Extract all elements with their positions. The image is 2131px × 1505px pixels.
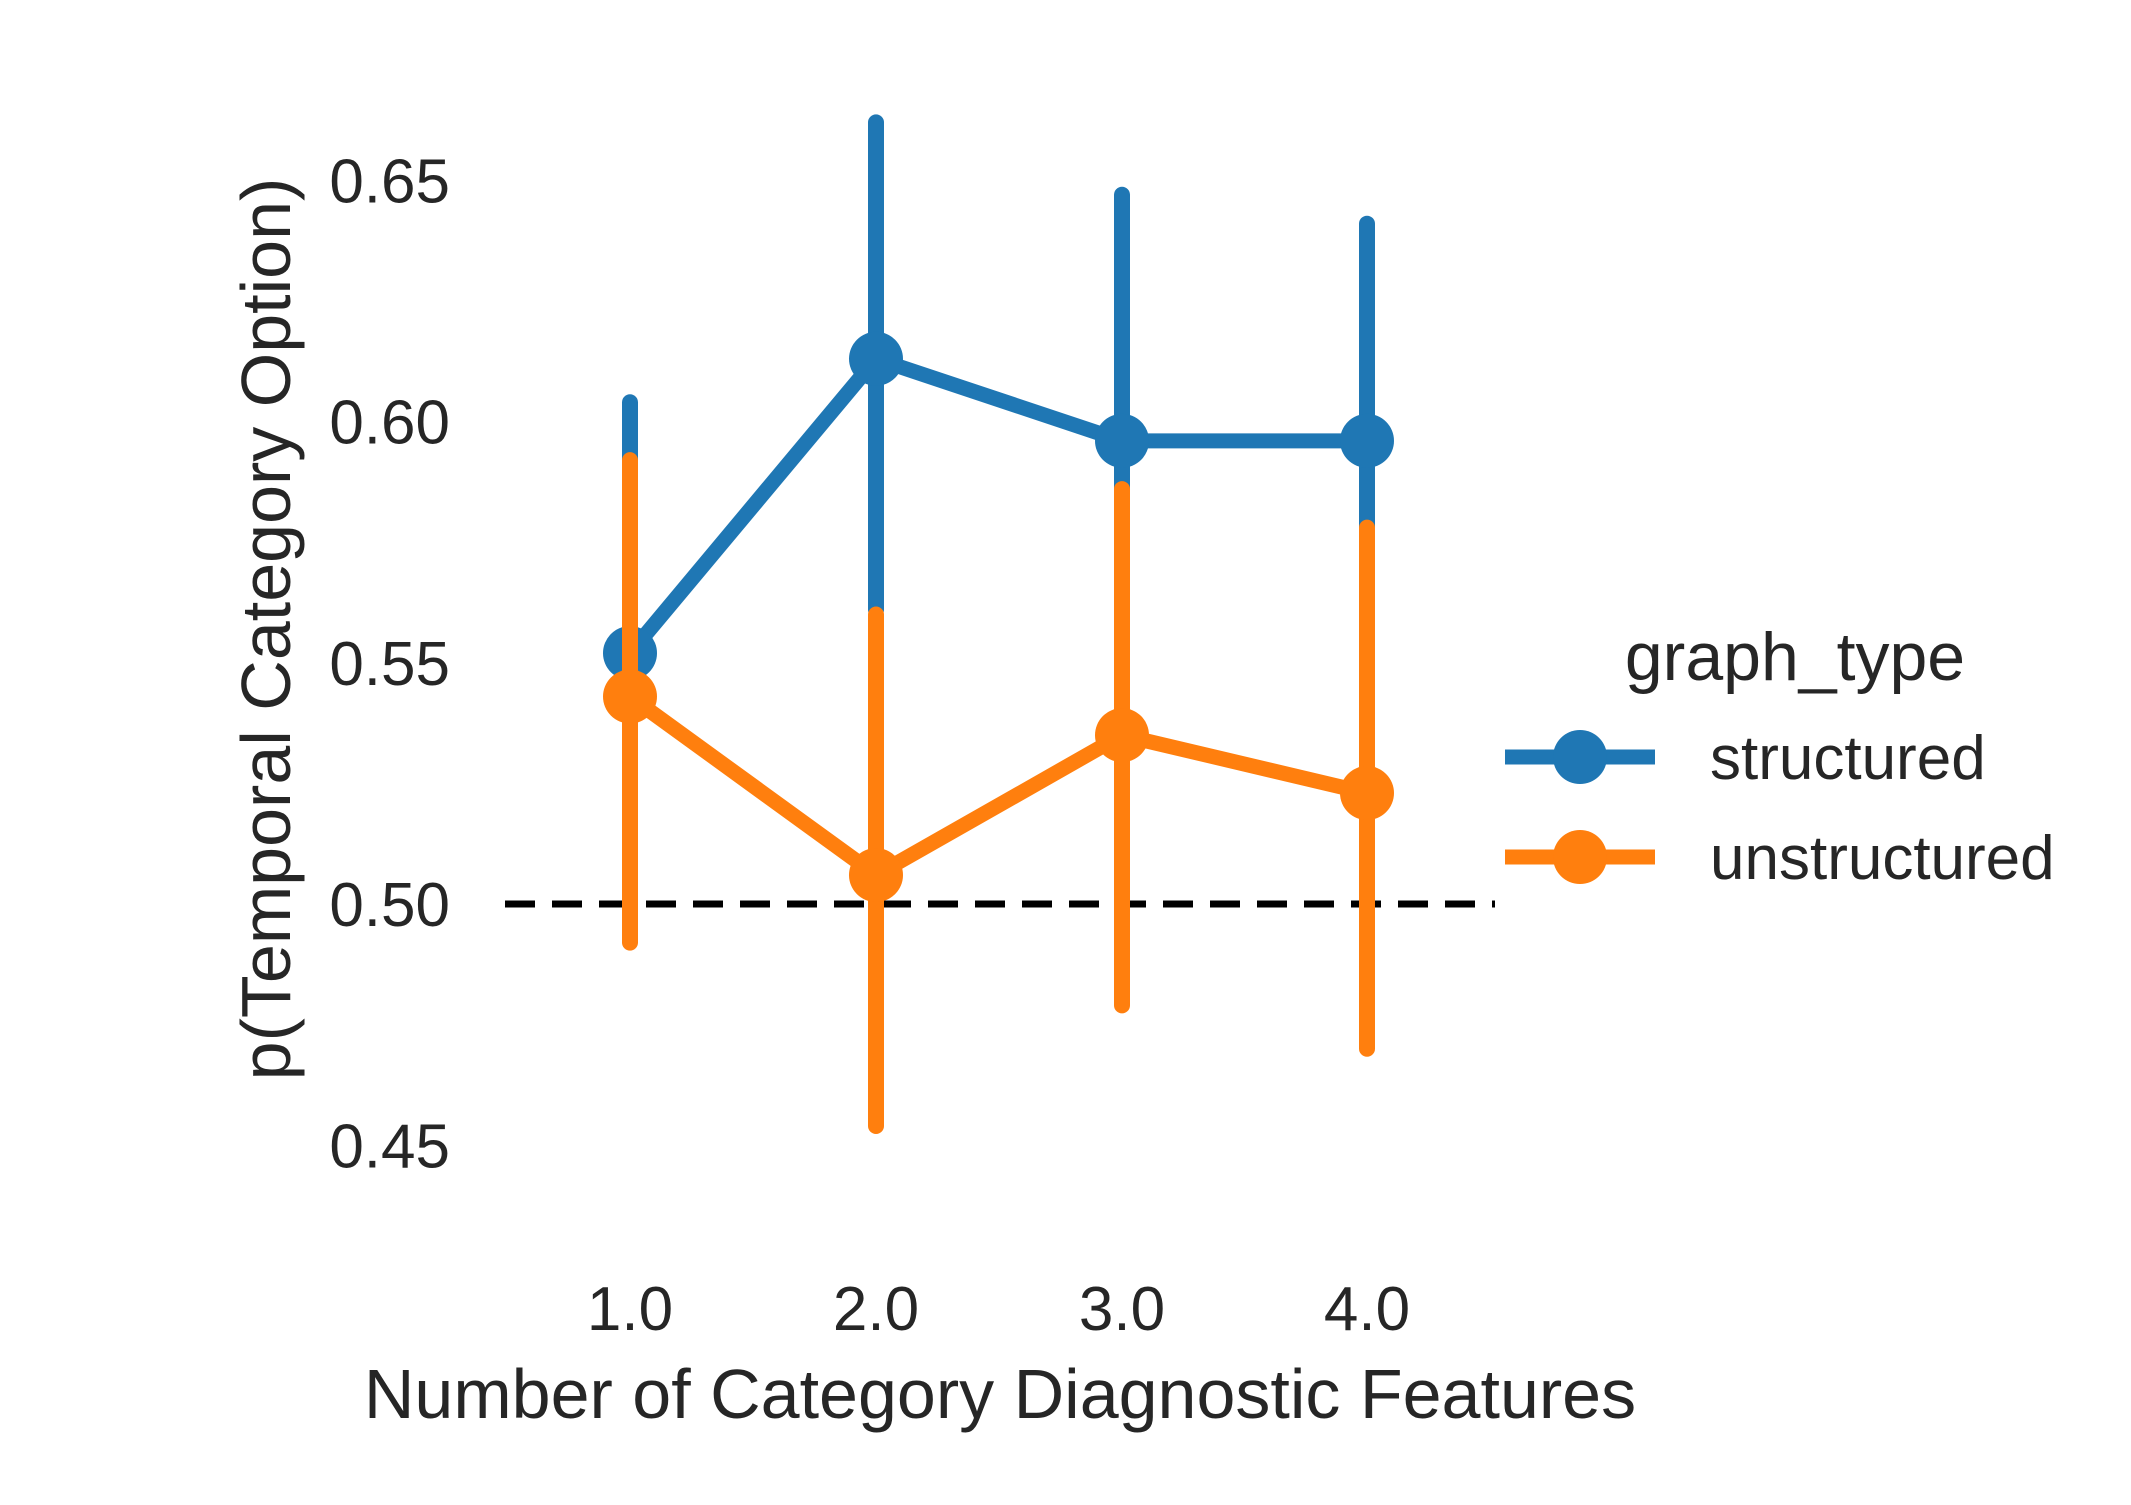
legend-label: structured bbox=[1710, 724, 1986, 793]
legend-title: graph_type bbox=[1625, 619, 1965, 695]
data-point bbox=[1095, 413, 1149, 468]
series-unstructured bbox=[603, 452, 1394, 1134]
y-tick-label: 0.50 bbox=[329, 871, 450, 940]
series-line bbox=[625, 690, 1369, 883]
y-axis-title: p(Temporal Category Option) bbox=[227, 178, 305, 1081]
legend: graph_type structured unstructured bbox=[1505, 619, 2055, 893]
data-point bbox=[849, 848, 903, 903]
legend-item-unstructured: unstructured bbox=[1505, 824, 2055, 893]
data-point bbox=[1340, 766, 1394, 821]
y-tick-label: 0.65 bbox=[329, 147, 450, 216]
y-tick-labels: 0.45 0.50 0.55 0.60 0.65 bbox=[329, 147, 450, 1181]
series-structured bbox=[603, 114, 1394, 845]
legend-label: unstructured bbox=[1710, 824, 2055, 893]
x-tick-label: 1.0 bbox=[587, 1275, 673, 1344]
data-point bbox=[1095, 708, 1149, 763]
y-tick-label: 0.60 bbox=[329, 389, 450, 458]
x-tick-labels: 1.0 2.0 3.0 4.0 bbox=[587, 1275, 1410, 1344]
legend-item-structured: structured bbox=[1505, 724, 1986, 793]
legend-marker bbox=[1553, 730, 1607, 784]
series-line bbox=[624, 351, 1367, 658]
x-tick-label: 2.0 bbox=[833, 1275, 919, 1344]
y-tick-label: 0.55 bbox=[329, 630, 450, 699]
x-tick-label: 3.0 bbox=[1079, 1275, 1165, 1344]
y-tick-label: 0.45 bbox=[329, 1112, 450, 1181]
legend-marker bbox=[1553, 830, 1607, 884]
x-tick-label: 4.0 bbox=[1324, 1275, 1410, 1344]
data-point bbox=[1340, 413, 1394, 468]
x-axis-title: Number of Category Diagnostic Features bbox=[364, 1355, 1636, 1433]
series-group bbox=[603, 114, 1394, 1134]
data-point bbox=[849, 331, 903, 386]
data-point bbox=[603, 669, 657, 724]
